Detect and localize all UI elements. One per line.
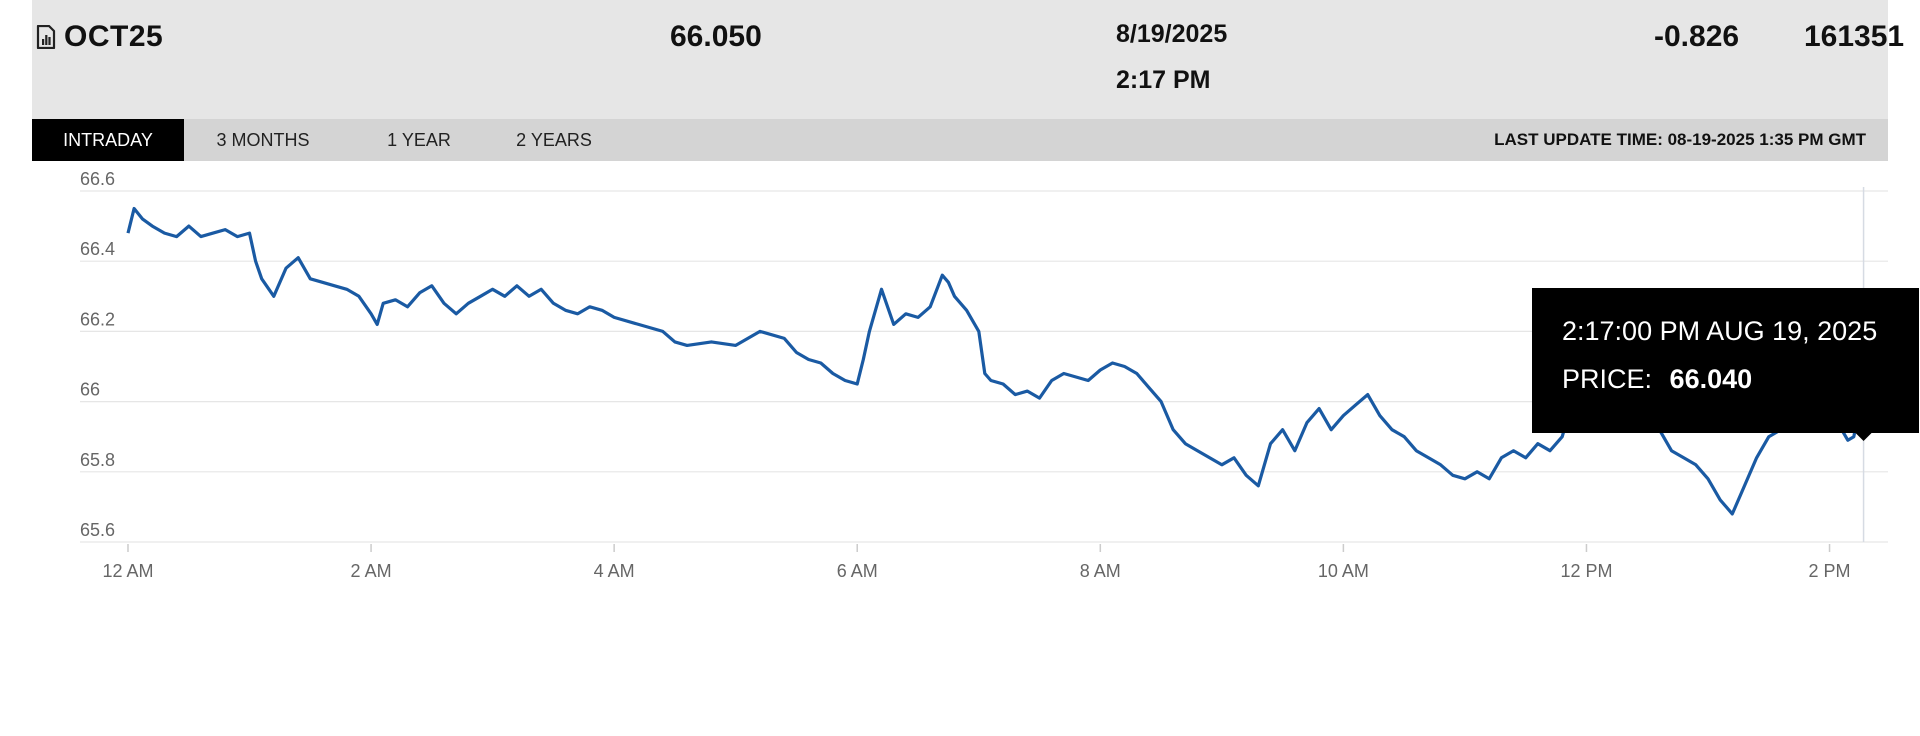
x-tick-label: 8 AM: [1080, 561, 1121, 581]
document-chart-icon: [36, 24, 56, 50]
tab-intraday[interactable]: INTRADAY: [32, 119, 184, 161]
price-change: -0.826: [1654, 20, 1740, 53]
y-tick-label: 65.8: [80, 450, 115, 470]
y-axis-ticks: 65.6 65.8 66 66.2 66.4 66.6: [80, 169, 115, 540]
tab-1-year[interactable]: 1 YEAR: [387, 130, 451, 150]
quote-date: 8/19/2025: [1116, 20, 1228, 48]
tooltip-price-value: 66.040: [1670, 364, 1753, 394]
last-price: 66.050: [670, 20, 762, 53]
tooltip-time: 2:17:00 PM AUG 19, 2025: [1562, 316, 1877, 346]
x-tick-label: 10 AM: [1318, 561, 1369, 581]
intraday-price-chart: 65.6 65.8 66 66.2 66.4 66.6 12 AM 2 AM 4 AM 6 AM…: [80, 169, 1919, 581]
last-update-time: LAST UPDATE TIME: 08-19-2025 1:35 PM GMT: [1494, 130, 1866, 149]
y-tick-label: 66: [80, 380, 100, 400]
tooltip-background: [1532, 288, 1919, 433]
x-tick-label: 6 AM: [837, 561, 878, 581]
gridlines: [80, 190, 1888, 543]
tooltip-price-label: PRICE:: [1562, 364, 1652, 394]
x-tick-label: 2 AM: [351, 561, 392, 581]
symbol-group[interactable]: OCT25: [36, 20, 163, 54]
y-tick-label: 66.2: [80, 309, 115, 329]
x-tick-label: 2 PM: [1809, 561, 1851, 581]
quote-bar: OCT25 66.050 8/19/2025 2:17 PM -0.826 16…: [32, 0, 1904, 119]
svg-text:PRICE: 66.040: PRICE: 66.040: [1562, 364, 1752, 394]
symbol-label: OCT25: [64, 20, 164, 53]
y-tick-label: 65.6: [80, 520, 115, 540]
tooltip-pointer: [1855, 433, 1872, 441]
tab-2-years[interactable]: 2 YEARS: [516, 130, 592, 150]
x-tick-label: 4 AM: [594, 561, 635, 581]
volume: 161351: [1804, 20, 1905, 53]
range-tab-bar: INTRADAY 3 MONTHS 1 YEAR 2 YEARS LAST UP…: [32, 119, 1888, 161]
x-tick-label: 12 AM: [102, 561, 153, 581]
x-tick-label: 12 PM: [1560, 561, 1612, 581]
price-tooltip: 2:17:00 PM AUG 19, 2025 PRICE: 66.040: [1532, 288, 1919, 441]
y-tick-label: 66.6: [80, 169, 115, 189]
tab-3-months[interactable]: 3 MONTHS: [216, 130, 310, 150]
y-tick-label: 66.4: [80, 239, 115, 259]
x-axis-ticks: 12 AM 2 AM 4 AM 6 AM 8 AM 10 AM 12 PM 2 PM: [102, 544, 1851, 581]
quote-time: 2:17 PM: [1116, 66, 1211, 94]
